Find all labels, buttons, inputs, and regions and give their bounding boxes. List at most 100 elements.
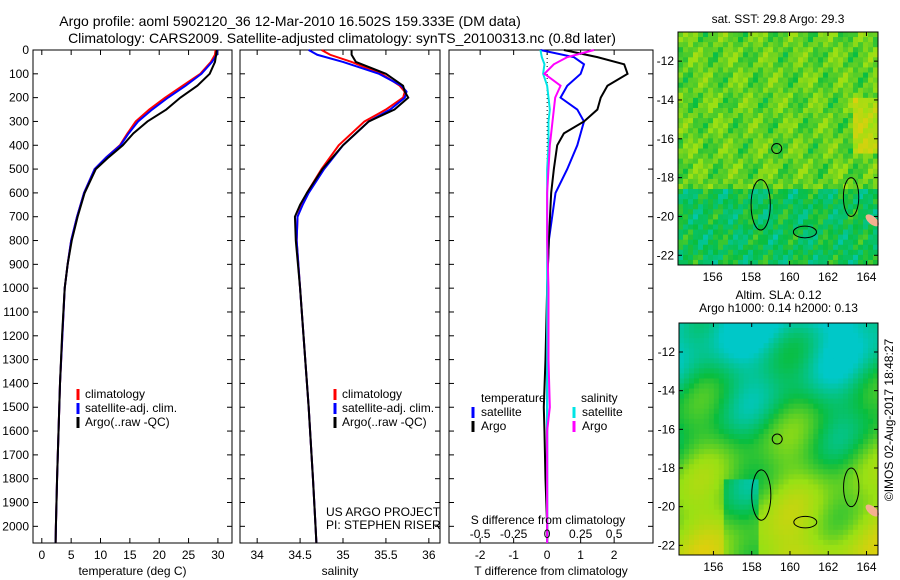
map-cell [868, 358, 874, 364]
map-cell [818, 363, 824, 369]
map-cell [733, 524, 740, 531]
map-cell [783, 388, 789, 395]
map-cell [758, 259, 764, 266]
map-cell [868, 209, 874, 215]
map-cell [798, 398, 804, 405]
map-cell [828, 529, 834, 536]
map-cell [818, 178, 824, 185]
map-cell [863, 143, 869, 149]
map-cell [783, 408, 789, 415]
map-cell [818, 393, 824, 400]
map-cell [853, 32, 859, 38]
map-cell [738, 133, 744, 139]
map-cell [868, 423, 874, 430]
map-cell [823, 87, 829, 94]
map-cell [808, 97, 814, 104]
map-cell [803, 363, 809, 369]
y-tick-label: 200 [9, 91, 29, 105]
map-cell [708, 77, 714, 84]
map-cell [848, 398, 854, 405]
map-cell [743, 138, 749, 144]
map-cell [688, 229, 694, 236]
map-cell [833, 489, 839, 495]
map-cell [783, 153, 789, 160]
map-cell [713, 87, 719, 94]
map-cell [748, 464, 755, 470]
map-cell [853, 449, 859, 455]
map-cell [728, 428, 735, 435]
map-cell [853, 67, 859, 74]
map-cell [848, 529, 854, 536]
map-cell [863, 178, 869, 185]
map-cell [723, 544, 730, 551]
map-cell [713, 229, 719, 236]
map-cell [833, 378, 839, 385]
map-cell [679, 539, 685, 546]
map-cell [873, 423, 879, 430]
map-cell [798, 224, 804, 231]
map-cell [858, 433, 864, 440]
map-cell [748, 57, 754, 63]
map-cell [843, 403, 849, 410]
map-cell [848, 428, 854, 435]
map-cell [873, 454, 879, 460]
map-cell [743, 229, 749, 236]
legend-label: climatology [342, 387, 402, 401]
map-cell [679, 474, 685, 480]
map-cell [728, 444, 735, 450]
map-cell [703, 393, 710, 400]
map-cell [738, 163, 744, 170]
map-cell [703, 444, 710, 450]
map-cell [813, 123, 819, 129]
map-cell [783, 224, 789, 231]
map-cell [728, 194, 734, 200]
map-cell [803, 544, 809, 551]
map-cell [768, 254, 774, 261]
map-cell [788, 209, 794, 215]
map-cell [743, 549, 750, 556]
map-cell [833, 168, 839, 175]
map-cell [698, 358, 705, 364]
map-cell [778, 534, 784, 541]
map-cell [683, 194, 689, 200]
map-cell [708, 423, 715, 430]
map-cell [843, 52, 849, 58]
map-cell [763, 519, 770, 526]
map-cell [853, 418, 859, 425]
map-cell [808, 388, 814, 395]
map-cell [693, 454, 700, 460]
map-cell [733, 428, 740, 435]
map-cell [753, 118, 759, 124]
map-cell [818, 249, 824, 256]
map-cell [828, 82, 834, 89]
map-cell [798, 249, 804, 256]
map-cell [843, 423, 849, 430]
map-cell [773, 57, 779, 63]
map-cell [748, 474, 755, 480]
map-cell [703, 224, 709, 231]
map-cell [788, 153, 794, 160]
map-cell [773, 358, 779, 364]
map-cell [683, 544, 690, 551]
plot-frame [32, 49, 233, 544]
map-cell [843, 494, 849, 501]
map-cell [738, 383, 745, 390]
map-cell [833, 118, 839, 124]
map-cell [778, 514, 784, 521]
map-cell [753, 209, 759, 215]
map-cell [858, 118, 864, 124]
map-cell [853, 368, 859, 374]
map-cell [808, 534, 814, 541]
map-cell [713, 393, 720, 400]
map-cell [723, 107, 729, 114]
map-cell [808, 439, 814, 445]
map-cell [758, 153, 764, 160]
map-cell [868, 524, 874, 531]
map-cell [863, 47, 869, 53]
map-cell [743, 249, 749, 256]
map-cell [708, 534, 715, 541]
map-cell [823, 178, 829, 185]
map-cell [778, 107, 784, 114]
map-cell [748, 189, 754, 195]
plot-frame [239, 49, 441, 544]
